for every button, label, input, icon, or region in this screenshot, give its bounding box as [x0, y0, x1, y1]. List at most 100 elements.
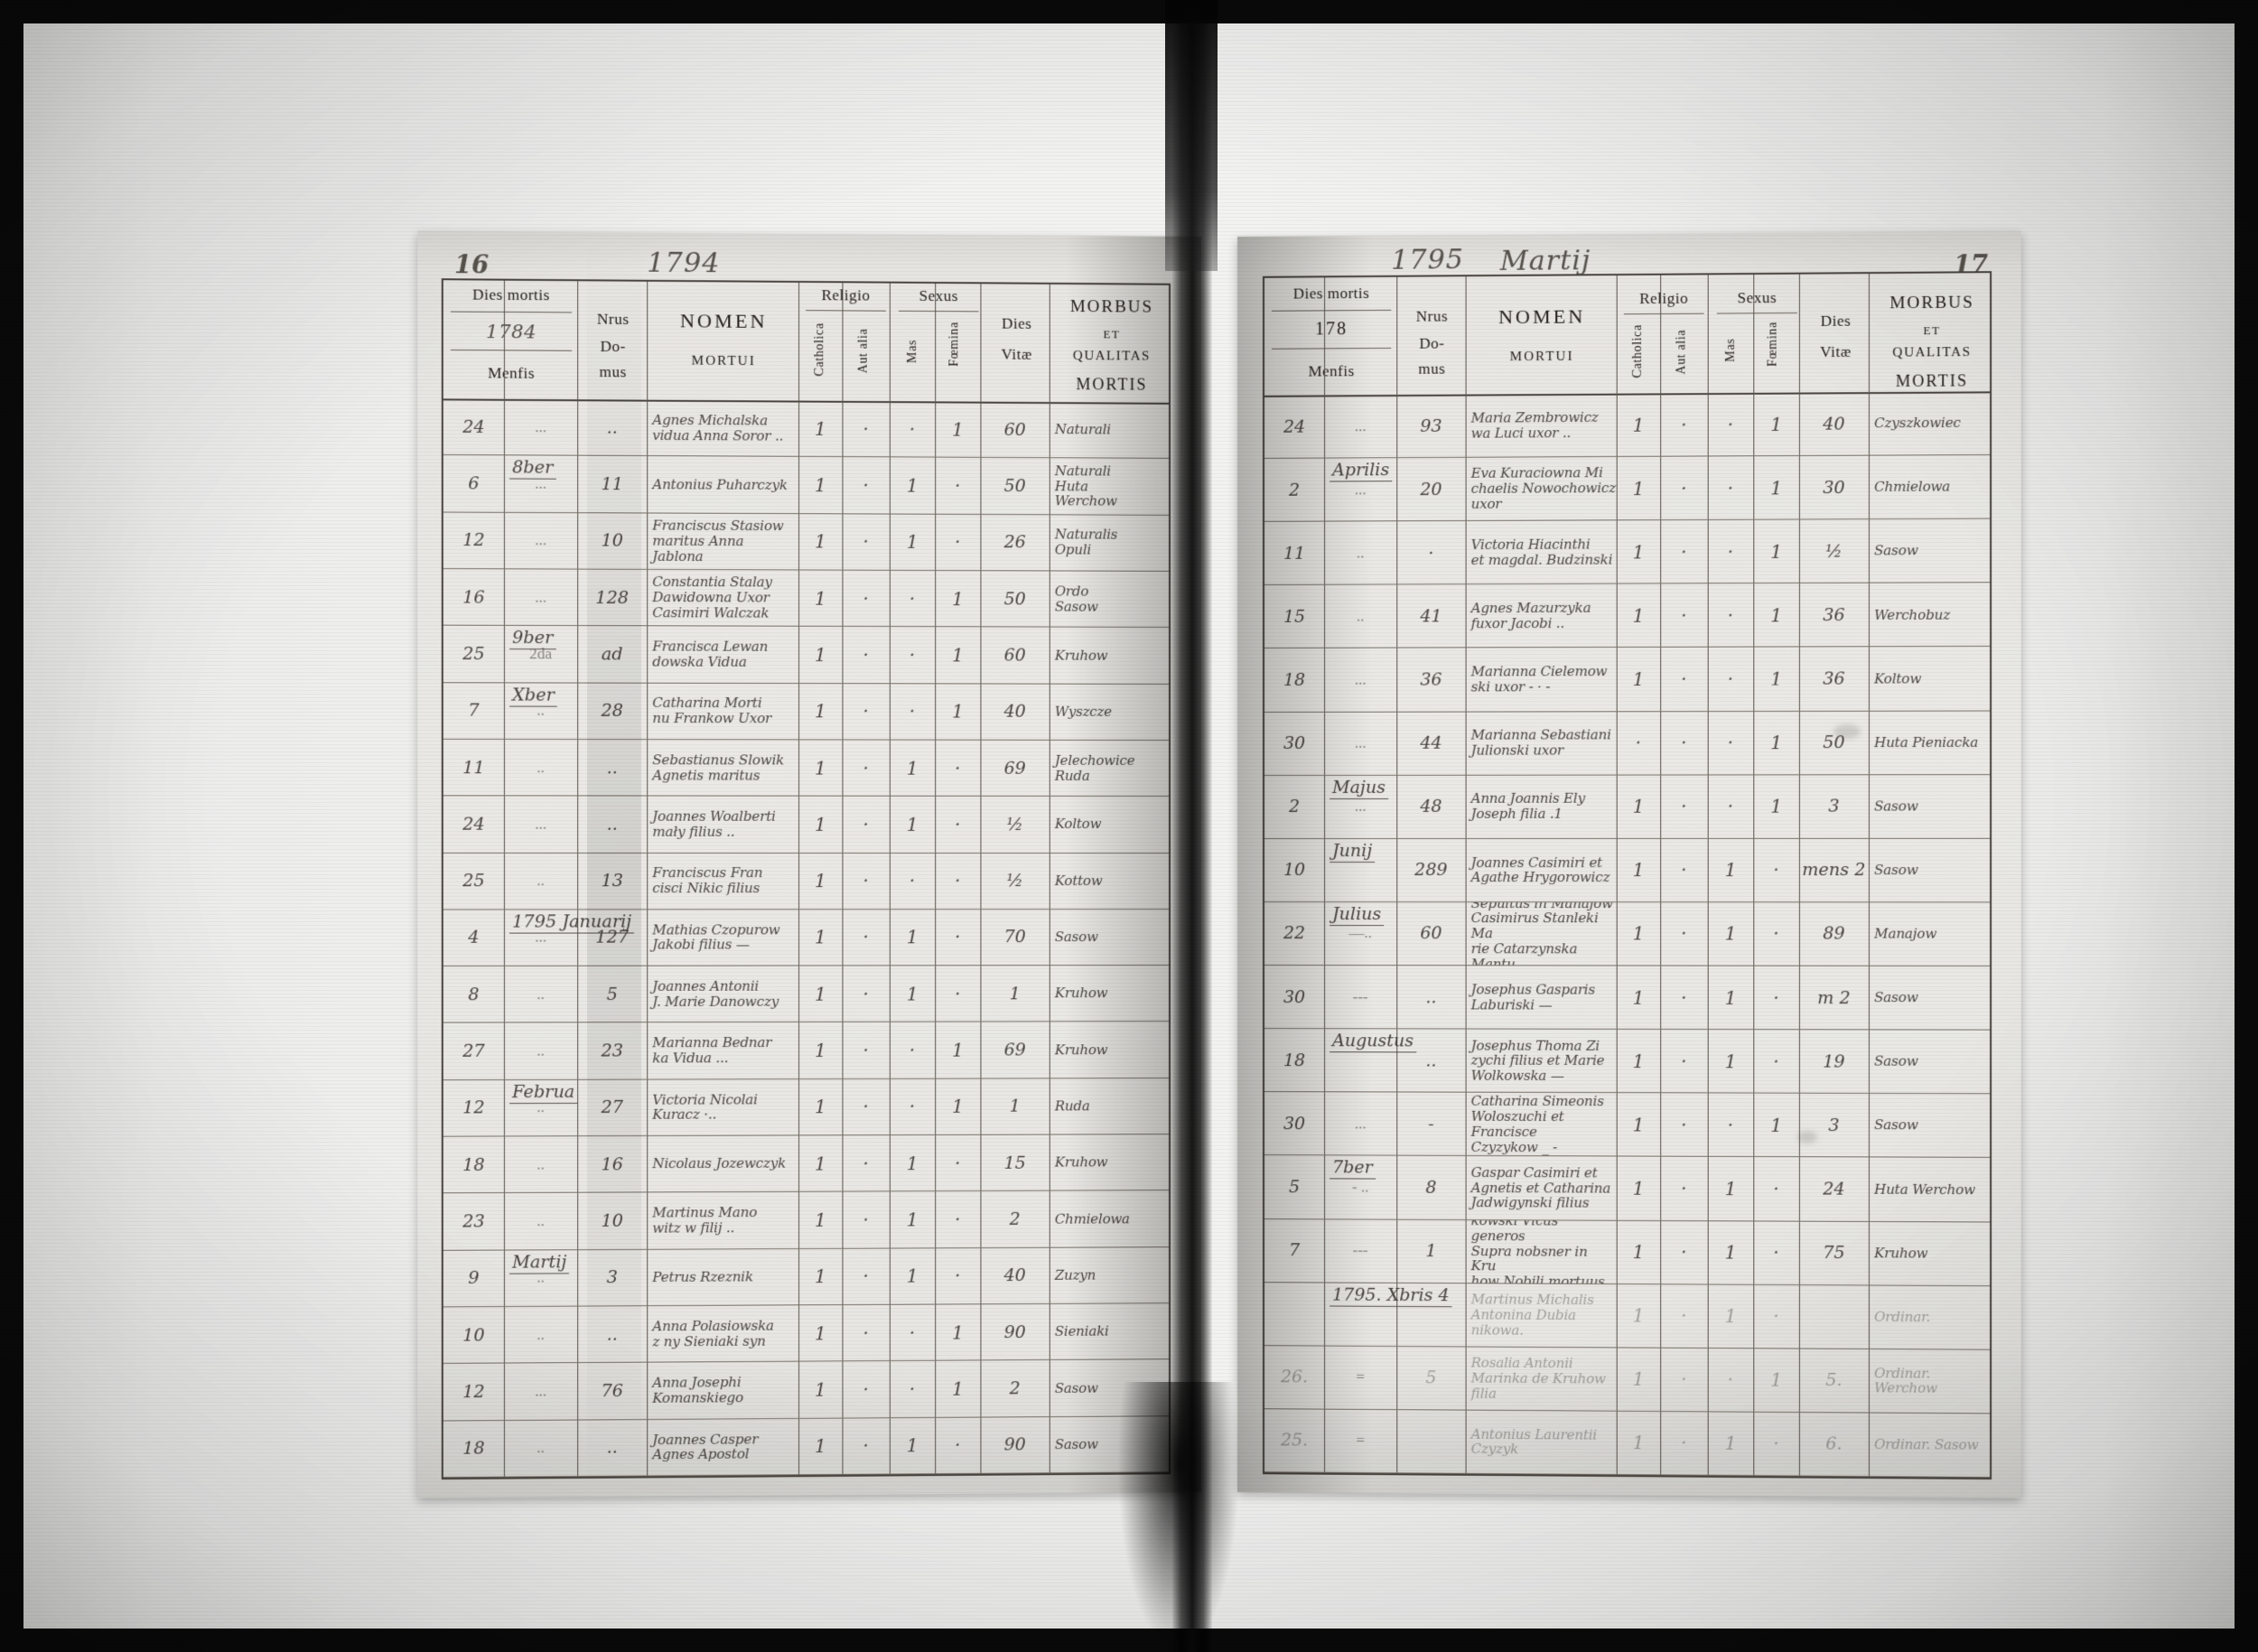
- table-row[interactable]: 11....Sebastianus Slowik Agnetis maritus…: [443, 739, 1172, 798]
- header-foemina: Fœmina: [947, 322, 962, 367]
- table-row[interactable]: 30... 44 Marianna Sebastiani Julionski uxo…: [1264, 711, 1991, 776]
- table-row[interactable]: Martinus Michalis Antonina Dubia nikowa.…: [1264, 1282, 1991, 1350]
- cell-text: ·: [1727, 604, 1734, 627]
- divider: [806, 310, 886, 312]
- table-row[interactable]: 24.....Joannes Woalberti mały filius ..1…: [443, 796, 1170, 854]
- table-row[interactable]: 11.. · Victoria Hiacinthi et magdal. Budzi…: [1264, 518, 1991, 586]
- table-row[interactable]: 4...127Mathias Czopurow Jakobi filius —1…: [443, 909, 1170, 967]
- cell-text: Catharina Simeonis Woloszuchi et Francis…: [1470, 1092, 1604, 1155]
- cell-text: Zuzyn: [1054, 1266, 1096, 1283]
- table-row[interactable]: 25. = Antonius Laurentii Czyzyk 1 · 1 · 6. Ordin…: [1264, 1409, 1991, 1479]
- divider: [1623, 313, 1704, 315]
- cell-mas: ·: [1708, 456, 1754, 519]
- cell-text: 4: [468, 928, 480, 948]
- header-sexus: Sexus: [919, 286, 958, 305]
- table-row[interactable]: 25..13Franciscus Fran cisci Nikic filius…: [443, 853, 1170, 910]
- cell-text: ..: [537, 758, 545, 776]
- table-row[interactable]: 5 - .. 8 Gaspar Casimiri et Agnetis et Cath…: [1264, 1155, 1991, 1223]
- table-row[interactable]: 7 --- 1 Sepultus Theodorus Mat kowski Vicus…: [1264, 1218, 1991, 1286]
- table-row[interactable]: 30... - Catharina Simeonis Woloszuchi et F…: [1264, 1092, 1991, 1159]
- cell-morbus: Ordinar. Werchow: [1869, 1349, 1993, 1414]
- cell-aut-alia: ·: [1660, 1284, 1708, 1348]
- table-row[interactable]: 30 ---.. Josephus Gasparis Laburiski — 1 · 1 ·…: [1264, 966, 1991, 1031]
- table-row[interactable]: 12...10Franciscus Stasiow maritus Anna J…: [443, 512, 1170, 572]
- table-row[interactable]: 2... 20 Eva Kuraciowna Mi chaelis Nowochow…: [1264, 455, 1991, 523]
- cell-text: 15: [1283, 606, 1306, 627]
- cell-text: 1: [814, 1435, 826, 1458]
- header-mas: Mas: [905, 339, 920, 364]
- cell-aut-alia: ·: [842, 1418, 889, 1474]
- cell-text: 69: [1003, 1040, 1026, 1060]
- table-row[interactable]: 22 —.. 60 Sepultus in Manajow Casimirus Sta…: [1264, 901, 1991, 967]
- cell-text: 25: [462, 643, 485, 665]
- cell-text: ·: [909, 1321, 916, 1344]
- header-catholica: Catholica: [813, 322, 827, 377]
- cell-dies-vitae: mens 2: [1799, 839, 1869, 902]
- cell-text: Gaspar Casimiri et Agnetis et Catharina …: [1470, 1163, 1611, 1211]
- table-row[interactable]: 26. = 5 Rosalia Antonii Marinka de Kruhow f…: [1264, 1345, 1993, 1414]
- cell-mas: 1: [890, 966, 935, 1022]
- cell-text: Marianna Bednar ka Vidua ...: [652, 1034, 772, 1067]
- cell-text: Manajow: [1874, 925, 1937, 942]
- cell-dies-vitae: 6.: [1799, 1413, 1869, 1476]
- cell-text: Koltow: [1054, 816, 1102, 833]
- table-row[interactable]: 18.. Josephus Thoma Zi zychi filius et Ma…: [1264, 1029, 1991, 1095]
- cell-text: 1: [906, 983, 919, 1005]
- table-row[interactable]: 10 289 Joannes Casimiri et Agathe Hrygorow…: [1264, 838, 1991, 903]
- table-row[interactable]: 27..23Marianna Bednar ka Vidua ...1··169…: [443, 1022, 1170, 1080]
- cell-morbus: Jelechowice Ruda: [1050, 741, 1172, 797]
- cell-nomen: Joannes Antonii J. Marie Danowczy: [647, 966, 798, 1022]
- cell-text: ..: [1425, 986, 1437, 1007]
- cell-dies-vitae: 5.: [1799, 1349, 1869, 1412]
- cell-aut-alia: ·: [1660, 520, 1708, 583]
- cell-foemina: ·: [935, 1135, 980, 1191]
- header-qualitas: QUALITAS: [1072, 349, 1151, 364]
- cell-foemina: 1: [1753, 583, 1799, 647]
- cell-morbus: Koltow: [1869, 647, 1993, 710]
- cell-text: ·: [1681, 413, 1687, 436]
- cell-text: Constantia Stalay Dawidowna Uxor Casimir…: [652, 574, 772, 621]
- cell-foemina: ·: [935, 514, 980, 570]
- cell-text: Martinus Michalis Antonina Dubia nikowa.: [1470, 1291, 1594, 1339]
- cell-text: 2: [1288, 797, 1301, 817]
- table-row[interactable]: 252daadFrancisca Lewan dowska Vidua1··16…: [443, 625, 1170, 685]
- table-row[interactable]: 23..10Martinus Mano witz w filij ..1·1·2…: [443, 1190, 1170, 1251]
- cell-text: ·: [1727, 477, 1734, 499]
- cell-nomen: Marianna Bednar ka Vidua ...: [647, 1022, 798, 1078]
- table-row[interactable]: 10....Anna Polasiowska z ny Sieniaki syn…: [443, 1303, 1170, 1365]
- table-row[interactable]: 15.. 41 Agnes Mazurzyka fuxor Jacobi .. 1 · ·…: [1264, 583, 1991, 649]
- table-row[interactable]: 2... 48 Anna Joannis Ely Joseph filia .1 1 ·…: [1264, 774, 1991, 839]
- table-row[interactable]: 18....Joannes Casper Agnes Apostol1·1·90…: [443, 1415, 1170, 1479]
- table-row[interactable]: 12...76Anna Josephi Komanskiego1··12Saso…: [443, 1359, 1170, 1422]
- table-row[interactable]: 7..28Catharina Morti nu Frankow Uxor1··1…: [443, 682, 1170, 741]
- table-row[interactable]: 24.....Agnes Michalska vidua Anna Soror …: [443, 398, 1170, 460]
- month-marker: Xber: [509, 684, 557, 707]
- cell-text: Joannes Casimiri et Agathe Hrygorowicz: [1470, 854, 1610, 886]
- cell-text: ·: [863, 474, 869, 497]
- cell-text: Wyszcze: [1054, 703, 1112, 720]
- table-row[interactable]: 18... 36 Marianna Cielemow ski uxor - · - 1…: [1264, 647, 1993, 713]
- table-row[interactable]: 8..5Joannes Antonii J. Marie Danowczy1·1…: [443, 966, 1170, 1024]
- cell-text: 1: [951, 1039, 964, 1061]
- table-row[interactable]: 12..27Victoria Nicolai Kuracz ·..1··11Ru…: [443, 1078, 1170, 1137]
- cell-text: ..: [537, 985, 545, 1003]
- cell-mensis: =: [1324, 1346, 1396, 1409]
- cell-text: ·: [1681, 540, 1687, 564]
- cell-text: Chmielowa: [1874, 478, 1951, 496]
- cell-nrus: 41: [1396, 585, 1465, 648]
- table-row[interactable]: 16...128Constantia Stalay Dawidowna Uxor…: [443, 569, 1170, 629]
- cell-text: ...: [1354, 733, 1367, 751]
- cell-text: ...: [535, 588, 547, 606]
- cell-text: Werchobuz: [1874, 606, 1951, 623]
- cell-nomen: Anna Polasiowska z ny Sieniaki syn: [647, 1305, 798, 1362]
- table-row[interactable]: 24... 93 Maria Zembrowicz wa Luci uxor .. 1…: [1264, 391, 1991, 459]
- cell-text: 1: [1770, 1368, 1783, 1392]
- cell-text: Sasow: [1874, 542, 1918, 559]
- cell-catholica: 1: [1617, 1030, 1660, 1093]
- cell-text: Kruhow: [1054, 647, 1108, 664]
- cell-day: 25.: [1264, 1409, 1324, 1472]
- cell-text: ·: [1727, 413, 1734, 435]
